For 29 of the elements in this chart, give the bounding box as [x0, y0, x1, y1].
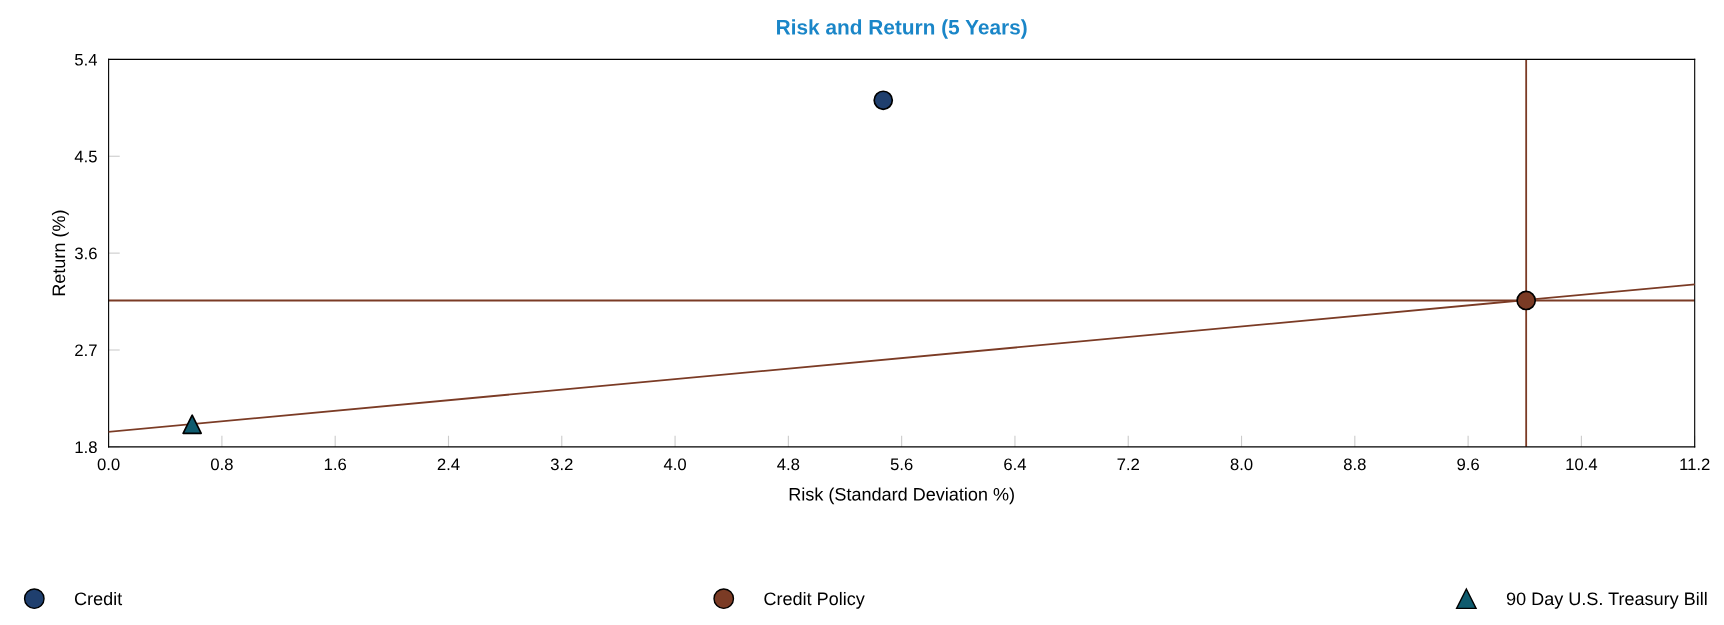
x-tick-label: 7.2	[1117, 458, 1139, 471]
x-axis-title: Risk (Standard Deviation %)	[789, 487, 1014, 505]
y-tick-label: 5.4	[75, 53, 98, 66]
legend-label: Credit	[74, 591, 123, 606]
y-tick-label: 1.8	[75, 441, 97, 454]
point	[182, 414, 203, 435]
legend-label: Credit Policy	[764, 591, 865, 609]
y-tick-label: 3.6	[74, 247, 97, 260]
x-tick-label: 10.4	[1566, 458, 1598, 471]
x-tick-label: 6.4	[1004, 458, 1027, 471]
x-tick-label: 4.8	[777, 458, 800, 471]
y-axis-title: Return (%)	[51, 210, 69, 296]
x-tick-label: 9.6	[1457, 458, 1479, 471]
x-tick-label: 2.4	[437, 458, 460, 471]
x-tick-label: 8.0	[1230, 458, 1253, 471]
chart-title: Risk and Return (5 Years)	[777, 19, 1027, 39]
x-tick-label: 0.8	[210, 458, 233, 471]
x-tick-label: 0.0	[97, 458, 120, 471]
x-tick-label: 8.8	[1343, 458, 1366, 471]
point	[873, 90, 894, 111]
point	[1516, 290, 1537, 311]
x-tick-label: 11.2	[1680, 458, 1710, 471]
legend-label: 90 Day U.S. Treasury Bill	[1506, 591, 1707, 609]
y-tick-label: 4.5	[74, 150, 97, 163]
x-tick-label: 1.6	[324, 458, 347, 471]
x-tick-label: 3.2	[550, 458, 573, 471]
x-tick-label: 5.6	[890, 458, 913, 471]
y-tick-label: 2.7	[75, 344, 97, 357]
x-tick-label: 4.0	[663, 458, 686, 471]
